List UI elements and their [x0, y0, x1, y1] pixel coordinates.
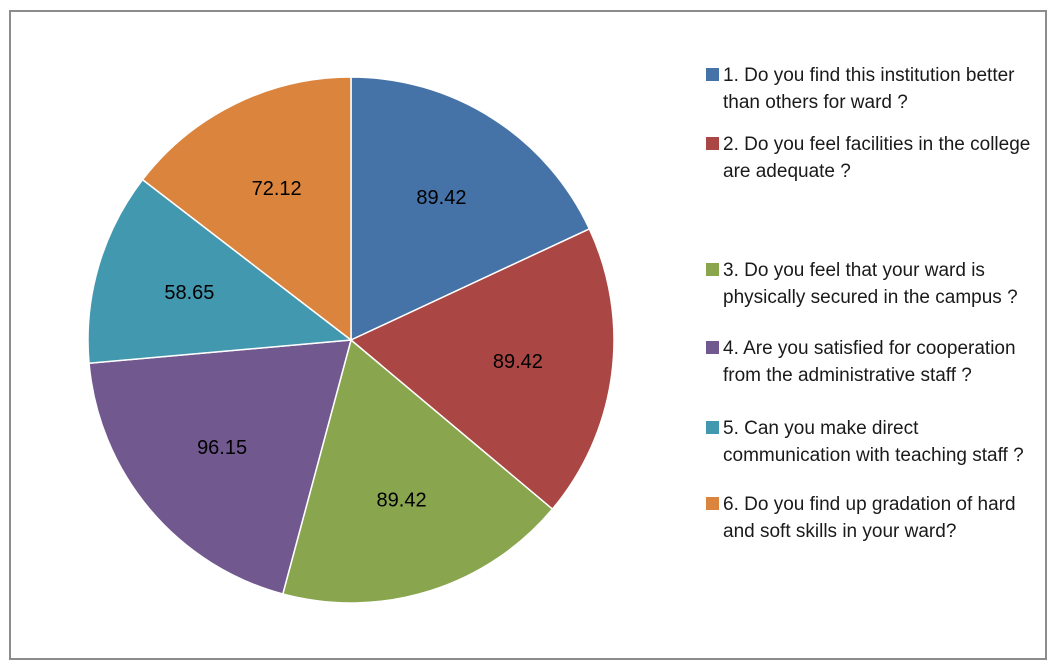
- pie-chart: 89.42 89.42 89.42 96.15 58.65 72.12: [87, 76, 615, 604]
- pie-slice-1: [350, 76, 591, 342]
- data-label-3: 89.42: [377, 490, 427, 512]
- pie-slice-3: [281, 338, 554, 604]
- pie-slice-5: [87, 178, 353, 365]
- chart-area: 89.42 89.42 89.42 96.15 58.65 72.12 1. Do you…: [9, 10, 1047, 660]
- pie-slice-4: [88, 339, 353, 595]
- pie-slice-2: [349, 227, 615, 511]
- data-label-4: 96.15: [197, 437, 247, 459]
- data-label-6: 72.12: [252, 178, 302, 200]
- pie-slice-6: [141, 76, 352, 342]
- data-label-1: 89.42: [416, 187, 466, 209]
- data-label-2: 89.42: [493, 351, 543, 373]
- data-label-5: 58.65: [164, 282, 214, 304]
